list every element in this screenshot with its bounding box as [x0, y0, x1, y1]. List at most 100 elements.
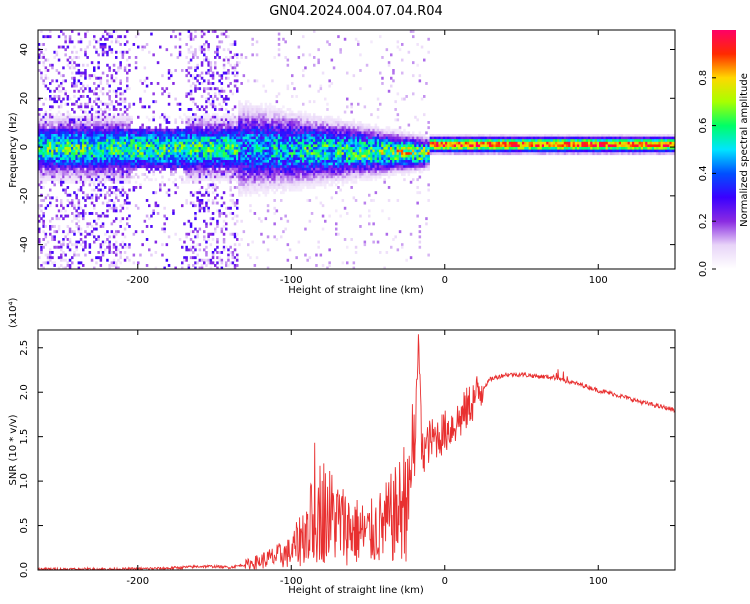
heatmap-cell-3651: [240, 178, 243, 182]
heatmap-cell-4003: [262, 126, 265, 130]
heatmap-cell-4319: [280, 217, 283, 221]
heatmap-cell-4408: [286, 144, 290, 148]
heatmap-cell-3106: [214, 121, 217, 124]
heatmap-cell-956: [84, 118, 87, 122]
heatmap-cell-4173: [271, 188, 274, 192]
heatmap-cell-4418: [286, 170, 290, 174]
heatmap-cell-3054: [211, 118, 215, 122]
heatmap-cell-4194: [273, 154, 276, 158]
heatmap-cell-1501: [110, 131, 114, 135]
heatmap-cell-4035: [264, 113, 268, 117]
heatmap-cell-3089: [211, 253, 215, 257]
heatmap-cell-997: [86, 102, 89, 106]
heatmap-cell-1809: [123, 251, 127, 254]
heatmap-cell-496: [62, 128, 65, 132]
heatmap-cell-68: [40, 152, 43, 156]
heatmap-cell-3619: [240, 53, 243, 57]
heatmap-cell-3442: [229, 261, 232, 265]
heatmap-cell-2986: [207, 175, 210, 179]
heatmap-cell-3623: [240, 105, 243, 109]
heatmap-cell-3734: [247, 79, 250, 83]
heatmap-cell-567: [64, 253, 67, 257]
heatmap-cell-1545: [112, 134, 116, 137]
heatmap-cell-2530: [185, 245, 188, 249]
heatmap-cell-2979: [207, 157, 210, 161]
heatmap-cell-4878: [317, 240, 320, 244]
heatmap-cell-4489: [291, 175, 294, 179]
heatmap-cell-3814: [251, 105, 254, 109]
heatmap-cell-2649: [192, 157, 195, 161]
heatmap-cell-2675: [194, 76, 197, 80]
heatmap-cell-3667: [242, 121, 246, 124]
heatmap-cell-1317: [101, 134, 105, 137]
heatmap-cell-4833: [315, 157, 318, 161]
heatmap-cell-76: [40, 173, 43, 176]
heatmap-cell-823: [77, 147, 81, 150]
heatmap-cell-660: [71, 30, 74, 33]
heatmap-cell-484: [62, 45, 65, 49]
heatmap-cell-974: [84, 165, 87, 169]
heatmap-cell-4348: [282, 175, 285, 179]
heatmap-cell-3962: [260, 110, 263, 114]
heatmap-cell-1373: [104, 165, 107, 169]
heatmap-cell-1050: [88, 144, 92, 148]
heatmap-cell-3468: [231, 162, 235, 166]
heatmap-cell-1291: [99, 243, 103, 247]
heatmap-cell-4471: [291, 128, 294, 132]
heatmap-cell-1132: [93, 134, 96, 137]
heatmap-cell-1371: [104, 160, 107, 163]
heatmap-cell-4027: [262, 188, 265, 192]
heatmap-cell-3513: [233, 162, 237, 166]
heatmap-cell-3560: [236, 162, 239, 166]
heatmap-cell-2982: [207, 165, 210, 169]
heatmap-cell-1991: [139, 100, 142, 104]
heatmap-cell-3331: [225, 128, 228, 132]
heatmap-cell-4213: [275, 95, 279, 98]
heatmap-cell-4491: [291, 180, 294, 184]
heatmap-cell-460: [60, 157, 63, 161]
heatmap-cell-4082: [266, 141, 270, 145]
heatmap-cell-4692: [306, 121, 309, 124]
heatmap-cell-3633: [240, 131, 243, 135]
heatmap-cell-2790: [198, 173, 202, 176]
heatmap-cell-436: [60, 74, 63, 78]
heatmap-cell-3699: [244, 105, 248, 109]
heatmap-cell-1638: [117, 87, 120, 91]
heatmap-cell-3548: [236, 131, 239, 135]
heatmap-cell-3701: [244, 110, 248, 114]
heatmap-cell-2257: [163, 136, 166, 140]
heatmap-cell-1047: [88, 136, 92, 140]
heatmap-cell-2177: [154, 201, 158, 205]
heatmap-cell-3821: [251, 123, 254, 127]
heatmap-cell-4773: [310, 162, 314, 166]
heatmap-cell-3645: [240, 162, 243, 166]
heatmap-cell-4767: [310, 147, 314, 150]
heatmap-cell-4459: [288, 188, 292, 192]
heatmap-cell-4058: [264, 173, 268, 176]
heatmap-cell-3186: [218, 40, 221, 44]
heatmap-cell-864: [79, 118, 83, 122]
heatmap-cell-3111: [214, 134, 217, 137]
heatmap-cell-3531: [233, 264, 237, 267]
heatmap-cell-111: [42, 141, 45, 145]
heatmap-cell-4904: [319, 173, 323, 176]
heatmap-cell-119: [42, 162, 45, 166]
heatmap-cell-4009: [262, 141, 265, 145]
heatmap-cell-461: [60, 160, 63, 163]
heatmap-cell-4913: [321, 121, 325, 124]
heatmap-cell-1544: [112, 131, 116, 135]
heatmap-cell-2328: [167, 235, 171, 239]
heatmap-cell-4696: [306, 131, 309, 135]
heatmap-cell-2850: [200, 258, 204, 262]
heatmap-cell-4667: [304, 134, 307, 137]
heatmap-cell-3405: [229, 82, 232, 85]
heatmap-cell-3914: [255, 170, 259, 174]
heatmap-cell-3217: [218, 173, 221, 176]
heatmap-cell-683: [71, 144, 74, 148]
heatmap-cell-168: [44, 162, 48, 166]
heatmap-cell-487: [62, 79, 65, 83]
heatmap-cell-1874: [128, 141, 131, 145]
heatmap-cell-4176: [273, 108, 276, 111]
heatmap-cell-1466: [108, 167, 111, 171]
heatmap-cell-2742: [196, 154, 199, 158]
